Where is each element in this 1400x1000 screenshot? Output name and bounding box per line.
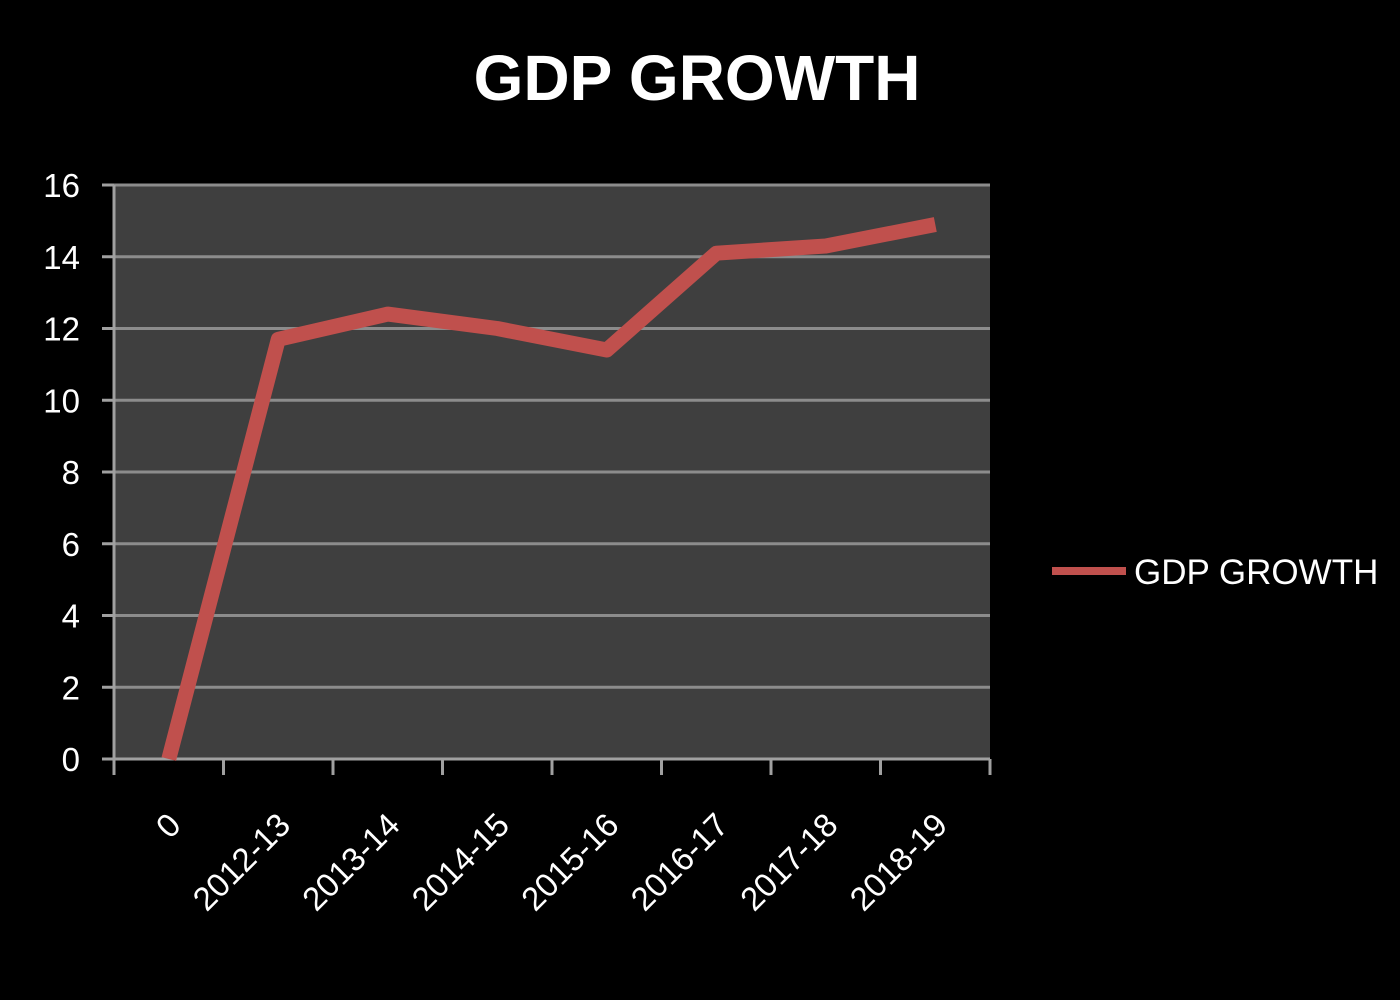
- y-tick-label: 4: [62, 598, 80, 635]
- x-tick-label: 2017-18: [733, 806, 845, 918]
- series-line-gdp-growth: [161, 217, 937, 761]
- y-axis-tick-labels: 0 2 4 6 8 10 12 14 16: [43, 167, 80, 778]
- legend-label-gdp-growth: GDP GROWTH: [1134, 553, 1378, 592]
- x-tick-label: 2018-19: [842, 806, 954, 918]
- y-tick-label: 6: [62, 526, 80, 563]
- y-tick-label: 14: [43, 239, 80, 276]
- chart-title: GDP GROWTH: [474, 42, 921, 114]
- x-axis-tick-labels: 02012-132013-142014-152015-162016-172017…: [149, 806, 955, 918]
- y-tick-label: 10: [43, 382, 80, 419]
- y-tick-label: 16: [43, 167, 80, 204]
- x-tick-label: 0: [149, 806, 188, 845]
- series-lines: [161, 217, 937, 761]
- x-tick-label: 2016-17: [623, 806, 735, 918]
- x-tick-label: 2015-16: [514, 806, 626, 918]
- x-tick-label: 2013-14: [295, 806, 407, 918]
- x-tick-label: 2012-13: [185, 806, 297, 918]
- axes: [102, 183, 992, 775]
- y-tick-label: 12: [43, 311, 80, 348]
- y-tick-label: 8: [62, 454, 80, 491]
- y-tick-label: 2: [62, 669, 80, 706]
- gridlines: [114, 183, 990, 689]
- y-tick-label: 0: [62, 741, 80, 778]
- legend: GDP GROWTH: [1052, 553, 1378, 592]
- x-tick-label: 2014-15: [404, 806, 516, 918]
